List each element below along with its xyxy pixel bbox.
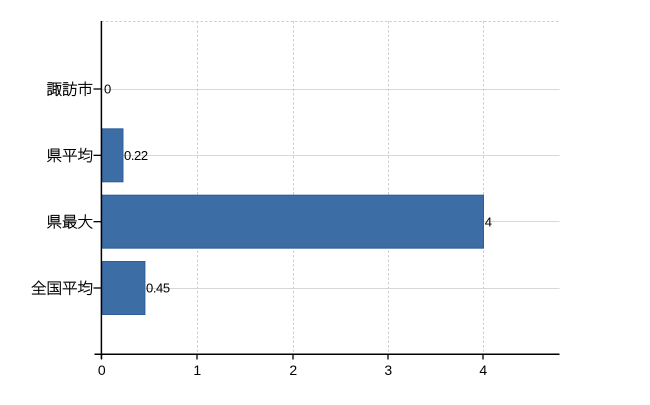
svg-text:0.22: 0.22 <box>124 148 148 163</box>
svg-text:4: 4 <box>479 362 487 378</box>
svg-text:0: 0 <box>104 82 111 97</box>
svg-text:1: 1 <box>193 362 201 378</box>
svg-text:2: 2 <box>289 362 297 378</box>
svg-text:0.45: 0.45 <box>146 281 170 296</box>
svg-text:4: 4 <box>485 214 492 229</box>
svg-text:0: 0 <box>98 362 106 378</box>
svg-text:3: 3 <box>384 362 392 378</box>
